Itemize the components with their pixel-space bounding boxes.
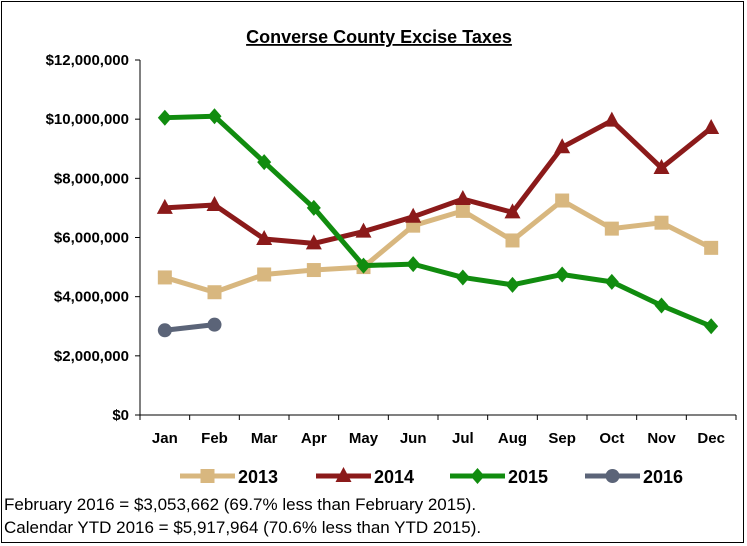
data-point-2016-jan (158, 323, 172, 337)
x-tick-label-jun: Jun (400, 430, 427, 447)
y-tick-label: $6,000,000 (54, 230, 129, 247)
x-tick-label-aug: Aug (498, 430, 527, 447)
data-point-2013-apr (307, 263, 321, 277)
data-point-2015-sep (555, 266, 569, 282)
data-point-2013-feb (208, 285, 222, 299)
legend-item-2015: 2015 (450, 467, 548, 487)
x-tick-label-apr: Apr (301, 430, 327, 447)
x-tick-label-feb: Feb (201, 430, 228, 447)
data-point-2013-jan (158, 270, 172, 284)
data-point-2013-mar (257, 267, 271, 281)
legend-label-2015: 2015 (508, 467, 548, 487)
legend-item-2014: 2014 (316, 467, 414, 487)
series-line-2015 (165, 116, 711, 326)
y-tick-label: $10,000,000 (46, 111, 129, 128)
y-tick-label: $12,000,000 (46, 52, 129, 69)
x-tick-label-dec: Dec (697, 430, 725, 447)
series-2014 (157, 112, 719, 250)
x-tick-label-nov: Nov (647, 430, 676, 447)
data-point-2013-nov (655, 216, 669, 230)
note-february-2016: February 2016 = $3,053,662 (69.7% less t… (4, 495, 476, 515)
x-tick-label-oct: Oct (599, 430, 624, 447)
legend-marker-2016 (606, 469, 620, 483)
x-axis: Jan Feb Mar Apr May Jun Jul Aug Sep Oct Nov Dec (140, 415, 736, 447)
legend: 2013 2014 2015 2016 (180, 467, 683, 487)
legend-marker-2013 (201, 469, 215, 483)
legend-item-2016: 2016 (585, 467, 683, 487)
data-point-2015-dec (704, 318, 718, 334)
x-tick-label-jan: Jan (152, 430, 178, 447)
x-tick-label-sep: Sep (548, 430, 576, 447)
y-tick-label: $4,000,000 (54, 289, 129, 306)
y-axis: $0 $2,000,000 $4,000,000 $6,000,000 $8,000,0… (46, 52, 140, 424)
x-tick-label-mar: Mar (251, 430, 278, 447)
data-point-2016-feb (208, 318, 222, 332)
x-tick-label-jul: Jul (452, 430, 474, 447)
data-point-2015-oct (605, 274, 619, 290)
data-point-2014-jul (455, 190, 471, 205)
series-2016 (158, 318, 222, 338)
data-point-2014-oct (604, 112, 620, 127)
legend-marker-2015 (471, 468, 485, 484)
data-point-2015-aug (506, 277, 520, 293)
y-tick-label: $0 (112, 407, 129, 424)
series-line-2013 (165, 201, 711, 293)
data-point-2013-dec (704, 241, 718, 255)
legend-label-2016: 2016 (643, 467, 683, 487)
y-tick-label: $2,000,000 (54, 348, 129, 365)
legend-label-2013: 2013 (238, 467, 278, 487)
data-point-2015-jan (158, 110, 172, 126)
data-point-2013-aug (506, 233, 520, 247)
legend-label-2014: 2014 (374, 467, 414, 487)
data-point-2015-jun (406, 256, 420, 272)
data-point-2015-jul (456, 269, 470, 285)
data-point-2013-sep (555, 194, 569, 208)
series-line-2016 (165, 325, 215, 331)
data-point-2015-nov (655, 298, 669, 314)
x-tick-label-may: May (349, 430, 379, 447)
data-point-2013-jul (456, 204, 470, 218)
chart-title: Converse County Excise Taxes (246, 27, 512, 47)
data-point-2013-oct (605, 222, 619, 236)
legend-item-2013: 2013 (180, 467, 278, 487)
note-ytd-2016: Calendar YTD 2016 = $5,917,964 (70.6% le… (4, 518, 481, 538)
data-point-2014-dec (703, 119, 719, 134)
y-tick-label: $8,000,000 (54, 170, 129, 187)
series-layer (157, 108, 719, 337)
